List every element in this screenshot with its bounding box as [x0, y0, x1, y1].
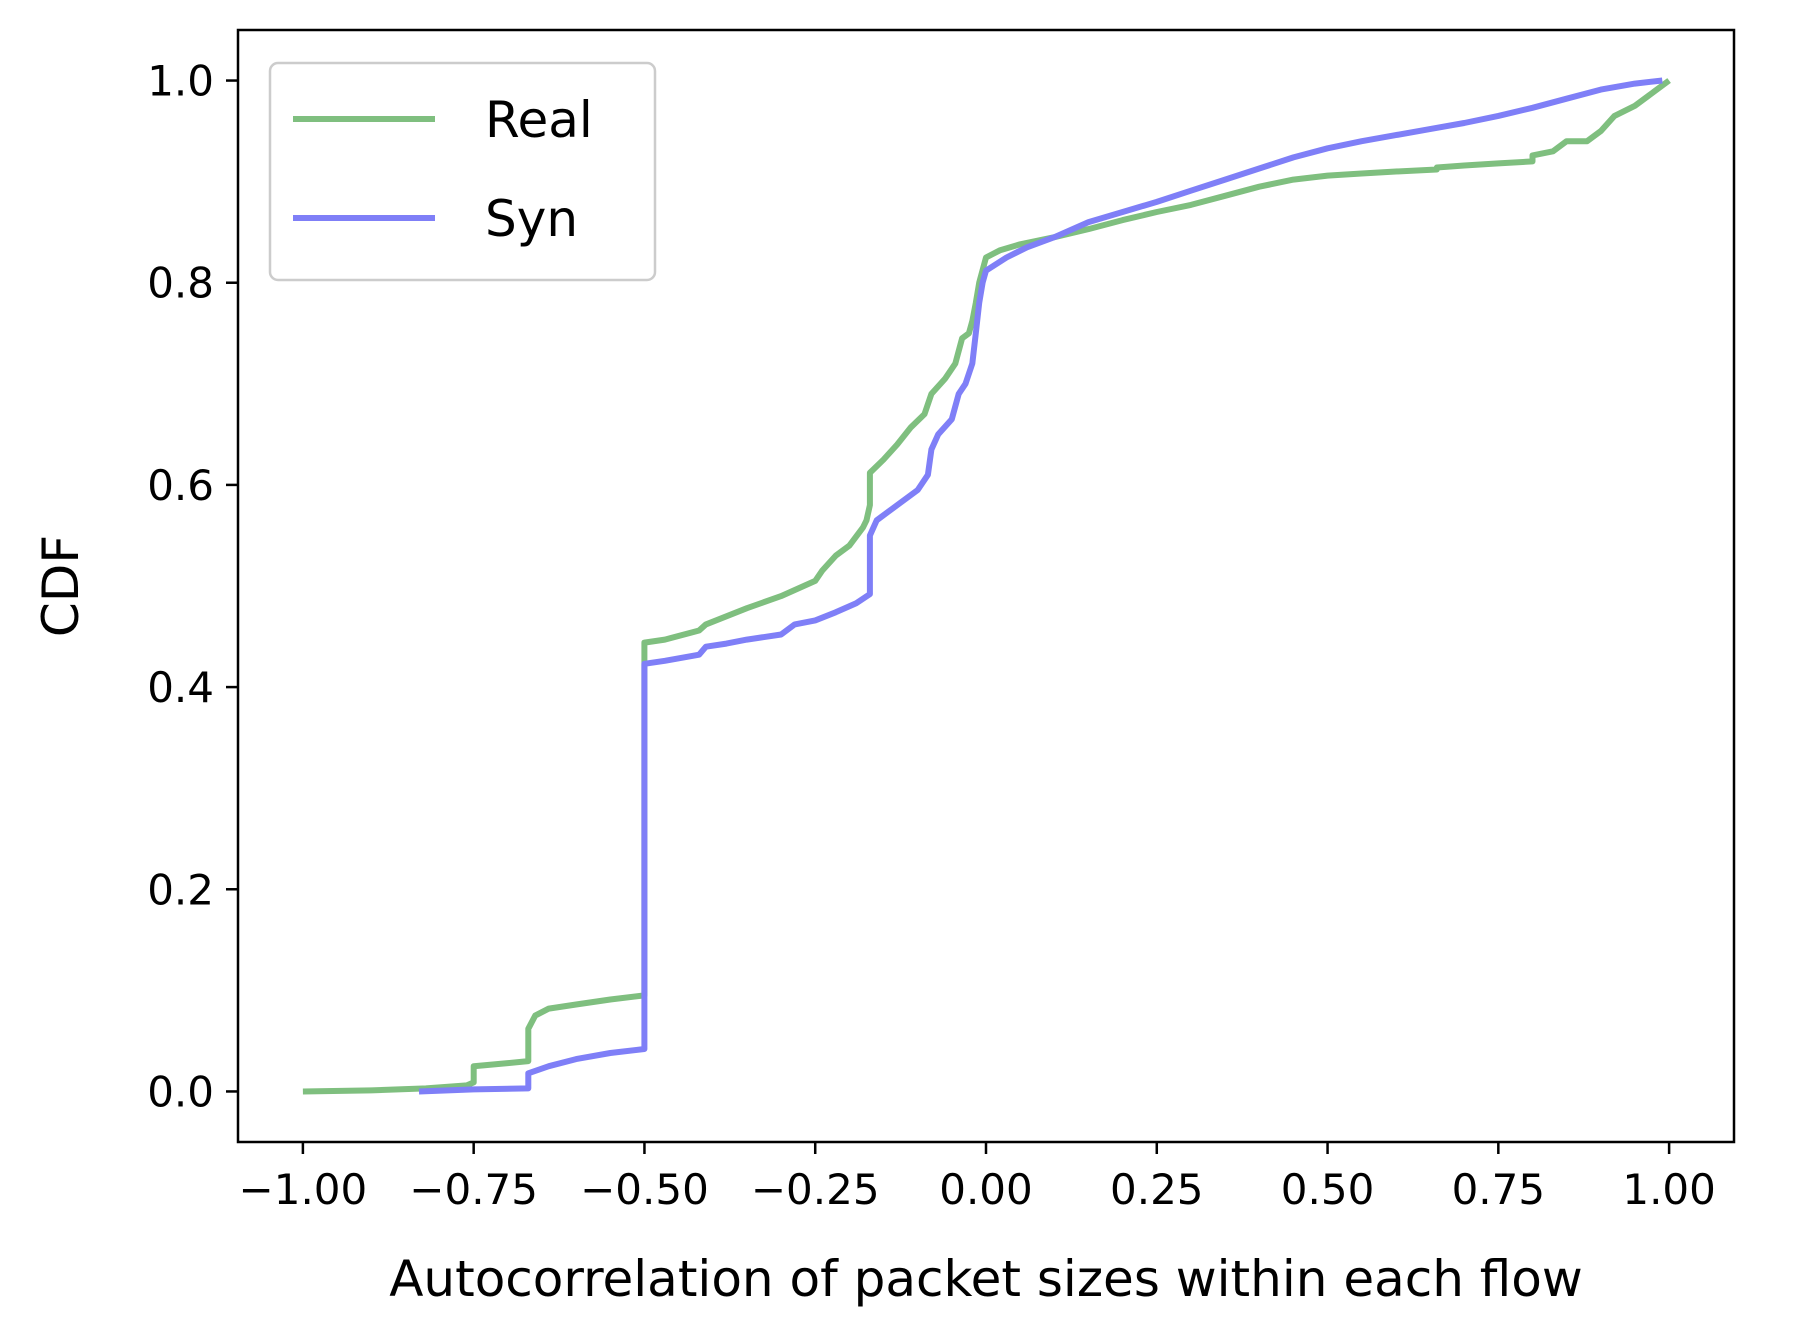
- x-tick-label: −0.50: [580, 1165, 709, 1214]
- legend-box: [268, 61, 657, 282]
- x-tick-label: −0.75: [409, 1165, 538, 1214]
- x-tick-label: 0.00: [939, 1165, 1033, 1214]
- x-tick-label: −0.25: [751, 1165, 880, 1214]
- x-axis-title: Autocorrelation of packet sizes within e…: [389, 1250, 1583, 1308]
- y-tick-label: 0.8: [147, 259, 214, 308]
- y-axis-title: CDF: [32, 535, 90, 637]
- y-tick-label: 0.2: [147, 865, 214, 914]
- x-tick-label: −1.00: [239, 1165, 368, 1214]
- series-layer: [302, 77, 1671, 1095]
- y-tick-label: 0.0: [147, 1067, 214, 1116]
- x-tick-label: 0.25: [1110, 1165, 1204, 1214]
- x-tick-label: 1.00: [1622, 1165, 1716, 1214]
- x-tick-label: 0.75: [1452, 1165, 1546, 1214]
- series-line-real: [302, 78, 1671, 1095]
- y-tick-label: 0.4: [147, 663, 214, 712]
- x-axis: −1.00 −0.75 −0.50 −0.25 0.00 0.25 0.50 0.75 1.00: [239, 1142, 1716, 1214]
- legend-label-syn: Syn: [485, 190, 578, 248]
- y-axis: 0.0 0.2 0.4 0.6 0.8 1.0: [147, 57, 238, 1116]
- y-tick-label: 1.0: [147, 57, 214, 106]
- legend: Real Syn: [268, 61, 657, 282]
- series-line-syn: [418, 77, 1663, 1095]
- x-tick-label: 0.50: [1281, 1165, 1375, 1214]
- legend-label-real: Real: [485, 91, 593, 149]
- y-tick-label: 0.6: [147, 461, 214, 510]
